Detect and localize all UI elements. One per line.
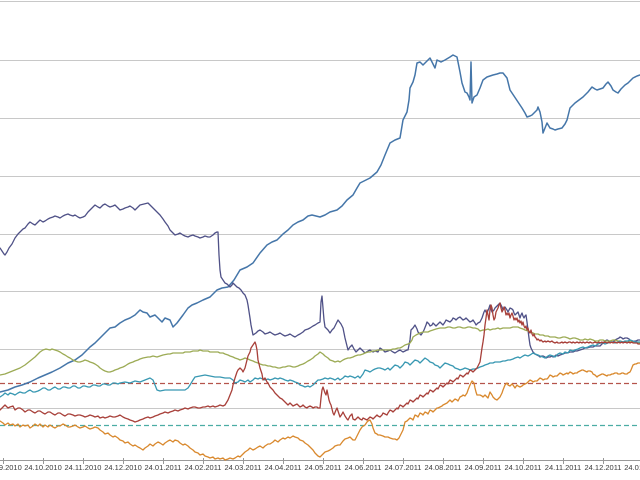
x-axis-label: 24.09.2010 (0, 463, 22, 472)
series-line-blue (0, 54, 640, 393)
x-axis-label: 24.10.2010 (24, 463, 62, 472)
x-axis-label: 24.11.2010 (65, 463, 102, 472)
x-axis-label: 24.02.2011 (185, 463, 222, 472)
series-line-orange (0, 362, 640, 461)
x-axis-label: 24.07.2011 (385, 463, 422, 472)
x-axis-label: 24.05.2011 (305, 463, 342, 472)
x-axis-label: 24.03.2011 (225, 463, 262, 472)
series-line-olive-green (0, 326, 640, 376)
x-axis-label: 24.04.2011 (265, 463, 302, 472)
x-axis-label: 24.06.2011 (345, 463, 382, 472)
x-axis-label: 24.01.2011 (145, 463, 182, 472)
x-axis-label: 24.08.2011 (425, 463, 462, 472)
x-axis-label: 24.11.2011 (545, 463, 581, 472)
series-line-dark-purple (0, 202, 640, 359)
series-line-teal (0, 339, 640, 398)
x-axis-label: 24.09.2011 (465, 463, 502, 472)
x-axis-label: 24.01.2012 (624, 463, 640, 472)
series-line-dark-red (0, 302, 640, 423)
x-axis-label: 24.12.2011 (585, 463, 622, 472)
x-axis-label: 24.10.2011 (505, 463, 542, 472)
x-axis-label: 24.12.2010 (104, 463, 142, 472)
